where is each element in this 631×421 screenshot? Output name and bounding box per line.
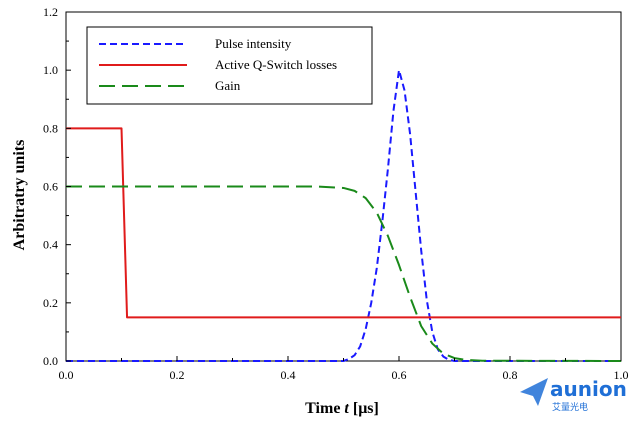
y-axis-title: Arbitratry units [11,140,28,251]
legend-label-0: Pulse intensity [215,36,292,51]
series-line-0 [66,69,621,362]
x-tick-label: 1.0 [614,368,629,382]
legend-label-1: Active Q-Switch losses [215,57,337,72]
x-tick-label: 0.2 [170,368,185,382]
y-tick-label: 0.8 [43,121,58,135]
y-tick-label: 0.6 [43,180,58,194]
x-axis-title-unit: [μs] [349,400,379,417]
axis-ticks: 0.0 0.2 0.4 0.6 0.8 1.0 0.0 0.2 0.4 0.6 0.8 1.0 1.2 [43,5,629,382]
x-tick-label: 0.6 [392,368,407,382]
y-tick-label: 1.0 [43,63,58,77]
x-tick-label: 0.8 [503,368,518,382]
y-tick-label: 1.2 [43,5,58,19]
y-tick-label: 0.2 [43,296,58,310]
x-axis-title-variable: t [344,400,349,417]
y-tick-label: 0.0 [43,354,58,368]
series-layer [66,69,622,362]
legend-label-2: Gain [215,78,241,93]
x-axis-title: Time t [μs] [305,400,379,417]
paper-plane-icon [520,378,548,406]
y-tick-label: 0.4 [43,238,58,252]
x-tick-label: 0.0 [59,368,74,382]
series-line-1 [66,127,621,319]
watermark-subtitle: 艾量光电 [552,401,588,413]
legend: Pulse intensity Active Q-Switch losses Gai… [86,26,373,105]
x-tick-label: 0.4 [281,368,296,382]
brand-watermark: aunion 艾量光电 [520,377,627,413]
x-axis-title-prefix: Time [305,400,344,417]
series-line-2 [66,185,622,362]
watermark-brand: aunion [550,377,627,401]
